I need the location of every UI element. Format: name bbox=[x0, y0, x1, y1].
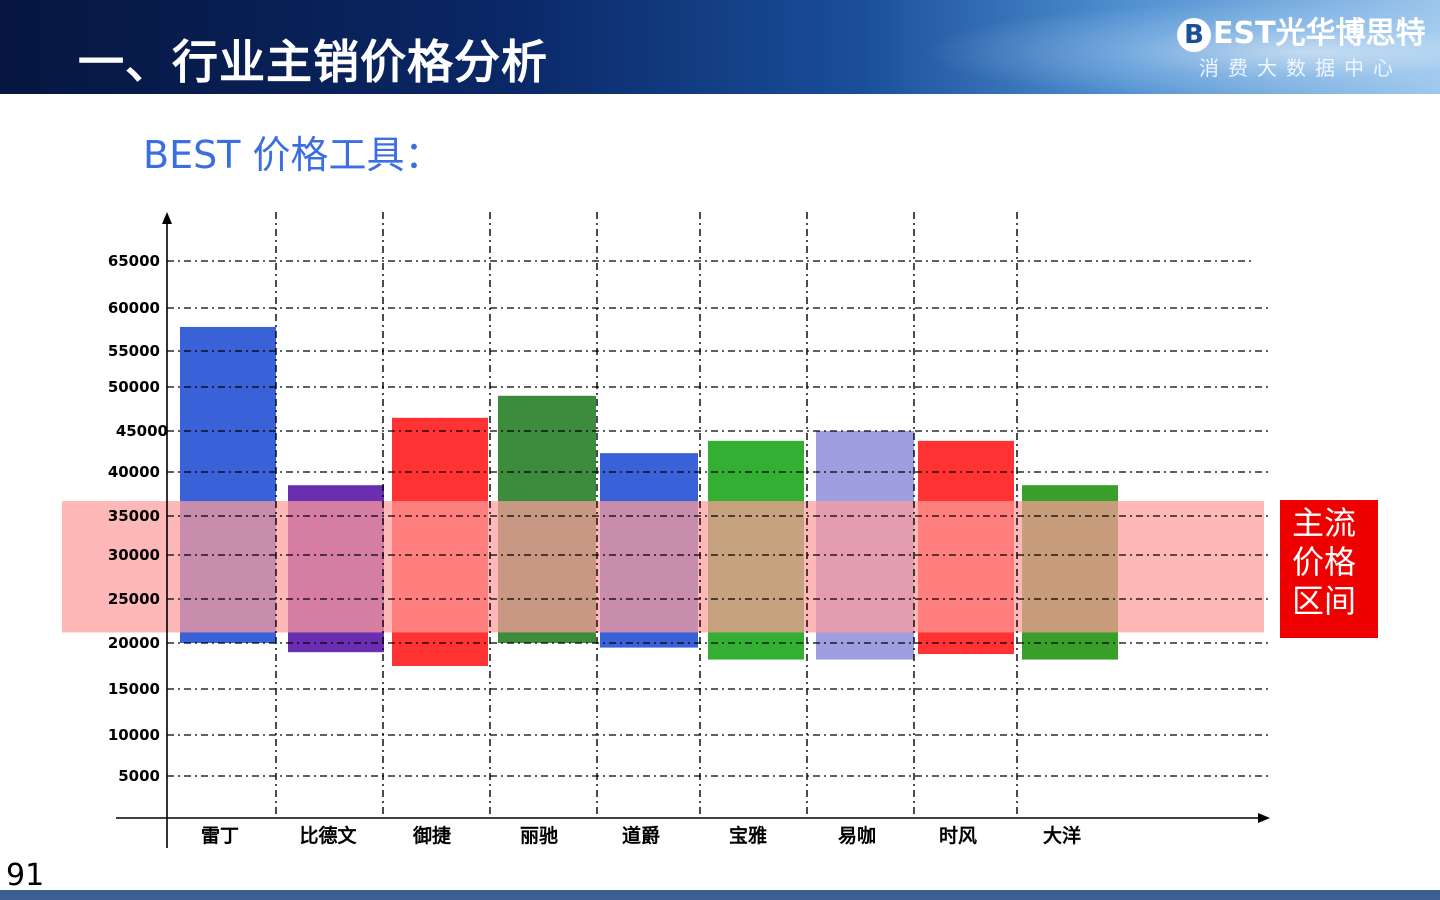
page-number: 91 bbox=[6, 858, 45, 893]
labels-layer: 5000 10000 15000 20000 25000 30000 35000 40000 4… bbox=[108, 252, 1081, 847]
y-tick-label: 55000 bbox=[108, 342, 160, 360]
footer-bar bbox=[0, 890, 1440, 900]
y-tick-label: 10000 bbox=[108, 726, 160, 744]
x-category-label: 道爵 bbox=[622, 824, 660, 847]
y-tick-label: 50000 bbox=[108, 378, 160, 396]
x-axis-arrow-icon bbox=[1258, 813, 1270, 823]
y-tick-label: 20000 bbox=[108, 634, 160, 652]
brand-logo: B EST光华博思特 消费大数据中心 bbox=[1177, 8, 1426, 86]
y-tick-label: 30000 bbox=[108, 546, 160, 564]
band-layer bbox=[62, 501, 1264, 633]
y-axis-arrow-icon bbox=[162, 212, 172, 224]
y-tick-label: 45000 bbox=[116, 422, 168, 440]
x-category-label: 御捷 bbox=[412, 824, 452, 847]
mainstream-price-band bbox=[62, 501, 1264, 633]
header-banner: 一、行业主销价格分析 B EST光华博思特 消费大数据中心 bbox=[0, 0, 1440, 94]
x-category-label: 宝雅 bbox=[729, 824, 767, 847]
grid-layer bbox=[167, 212, 1268, 818]
header-glow bbox=[920, 0, 1440, 94]
y-tick-label: 65000 bbox=[108, 252, 160, 270]
logo-main: B EST光华博思特 bbox=[1177, 8, 1426, 52]
x-category-label: 易咖 bbox=[838, 825, 876, 847]
mainstream-price-band-label: 主流 价格 区间 bbox=[1280, 500, 1378, 638]
logo-b-icon: B bbox=[1177, 17, 1211, 52]
x-category-label: 比德文 bbox=[299, 824, 357, 847]
x-category-label: 丽驰 bbox=[520, 824, 558, 847]
y-tick-label: 35000 bbox=[108, 507, 160, 525]
y-tick-label: 5000 bbox=[118, 767, 160, 785]
logo-subtitle: 消费大数据中心 bbox=[1199, 56, 1402, 80]
logo-text: EST光华博思特 bbox=[1213, 16, 1426, 51]
x-category-label: 时风 bbox=[939, 825, 977, 847]
y-tick-label: 25000 bbox=[108, 590, 160, 608]
section-subtitle: BEST 价格工具： bbox=[143, 133, 443, 177]
y-tick-label: 40000 bbox=[108, 463, 160, 481]
axes-layer bbox=[116, 212, 1270, 848]
page-title: 一、行业主销价格分析 bbox=[78, 35, 548, 89]
x-category-label: 大洋 bbox=[1043, 824, 1081, 847]
y-tick-label: 15000 bbox=[108, 680, 160, 698]
y-tick-label: 60000 bbox=[108, 299, 160, 317]
x-category-label: 雷丁 bbox=[201, 825, 239, 847]
